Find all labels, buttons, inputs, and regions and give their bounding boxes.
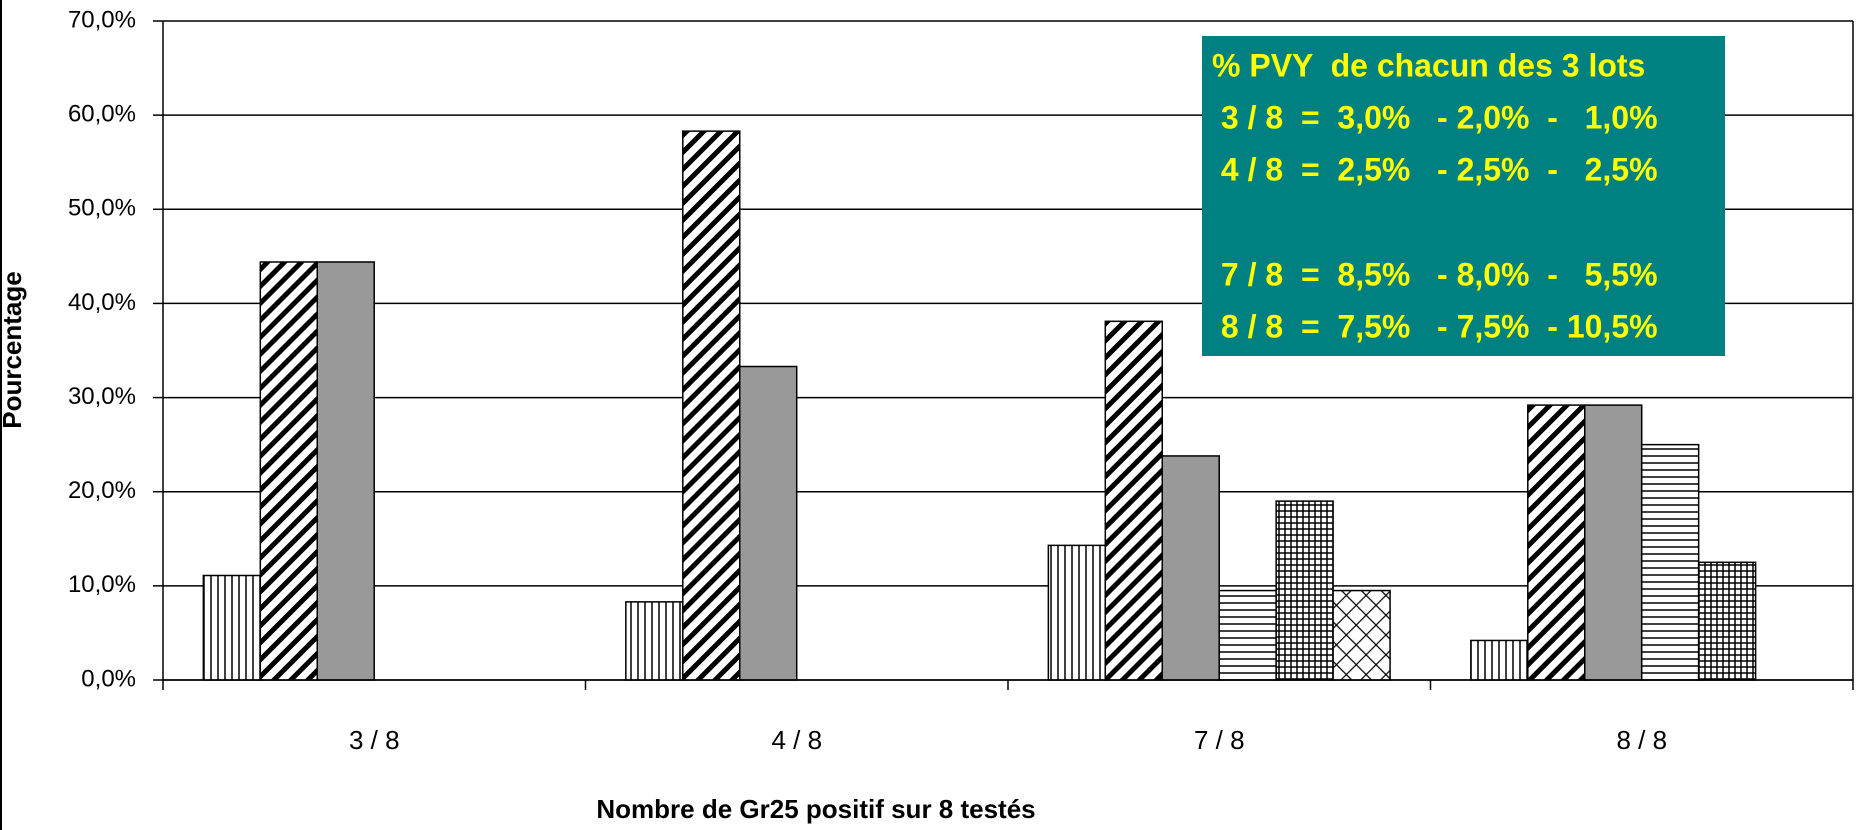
bar [202, 574, 262, 681]
y-tick-label: 10,0% [68, 571, 136, 598]
y-axis-title: Pourcentage [0, 271, 27, 429]
x-tick-label: 7 / 8 [1194, 725, 1245, 755]
y-tick-label: 50,0% [68, 195, 136, 222]
bar [1697, 561, 1757, 681]
annotation-line: % PVY de chacun des 3 lots [1212, 47, 1645, 83]
bar [1332, 589, 1391, 681]
bar [1584, 404, 1643, 681]
y-tick-label: 70,0% [68, 6, 136, 33]
x-tick-label: 4 / 8 [771, 725, 822, 755]
bar [1104, 320, 1164, 681]
annotation-line: 4 / 8 = 2,5% - 2,5% - 2,5% [1212, 151, 1658, 187]
bar [1640, 443, 1700, 681]
annotation-line: 7 / 8 = 8,5% - 8,0% - 5,5% [1212, 256, 1658, 292]
y-tick-label: 20,0% [68, 477, 136, 504]
y-tick-label: 60,0% [68, 100, 136, 127]
bar [1218, 589, 1277, 681]
bar [625, 601, 684, 681]
x-tick-label: 3 / 8 [349, 725, 400, 755]
annotation-box [1202, 36, 1725, 356]
annotation-line: 8 / 8 = 7,5% - 7,5% - 10,5% [1212, 308, 1658, 344]
bar [682, 130, 741, 681]
y-tick-label: 30,0% [68, 383, 136, 410]
bar [1527, 404, 1586, 681]
x-tick-label: 8 / 8 [1616, 725, 1667, 755]
y-tick-label: 0,0% [81, 665, 136, 692]
annotation-line: 3 / 8 = 3,0% - 2,0% - 1,0% [1212, 99, 1658, 135]
x-axis-title: Nombre de Gr25 positif sur 8 testés [596, 794, 1035, 824]
bar [739, 365, 798, 681]
y-tick-label: 40,0% [68, 289, 136, 316]
bar [316, 261, 375, 681]
bar [1275, 500, 1334, 681]
bar [1047, 544, 1107, 681]
bar [1161, 455, 1220, 681]
bar [1470, 639, 1529, 681]
bar [259, 261, 319, 681]
